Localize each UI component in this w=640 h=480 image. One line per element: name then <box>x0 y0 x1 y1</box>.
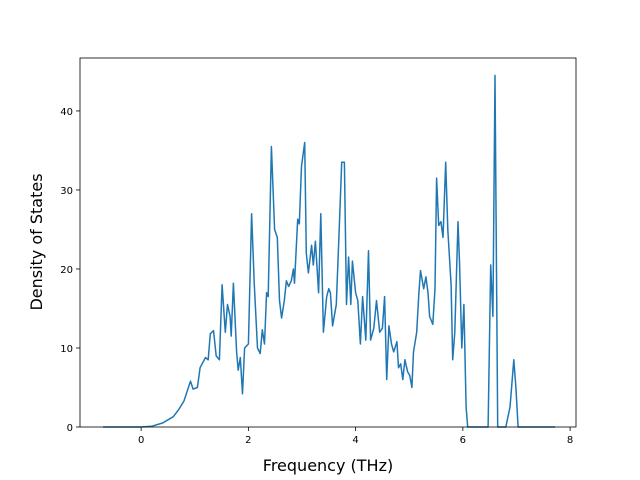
x-tick-label: 4 <box>352 435 358 446</box>
data-line <box>103 74 556 428</box>
y-tick-label: 10 <box>60 344 73 355</box>
y-tick-label: 20 <box>60 265 73 276</box>
y-tick-label: 40 <box>60 107 73 118</box>
x-tick-label: 6 <box>460 435 466 446</box>
x-tick-label: 8 <box>567 435 573 446</box>
y-tick-label: 30 <box>60 186 73 197</box>
x-tick-label: 2 <box>245 435 251 446</box>
y-tick-label: 0 <box>67 423 73 434</box>
x-axis-label: Frequency (THz) <box>263 456 393 475</box>
axes-frame <box>79 57 577 428</box>
x-tick-label: 0 <box>138 435 144 446</box>
y-axis-label: Density of States <box>27 173 46 310</box>
